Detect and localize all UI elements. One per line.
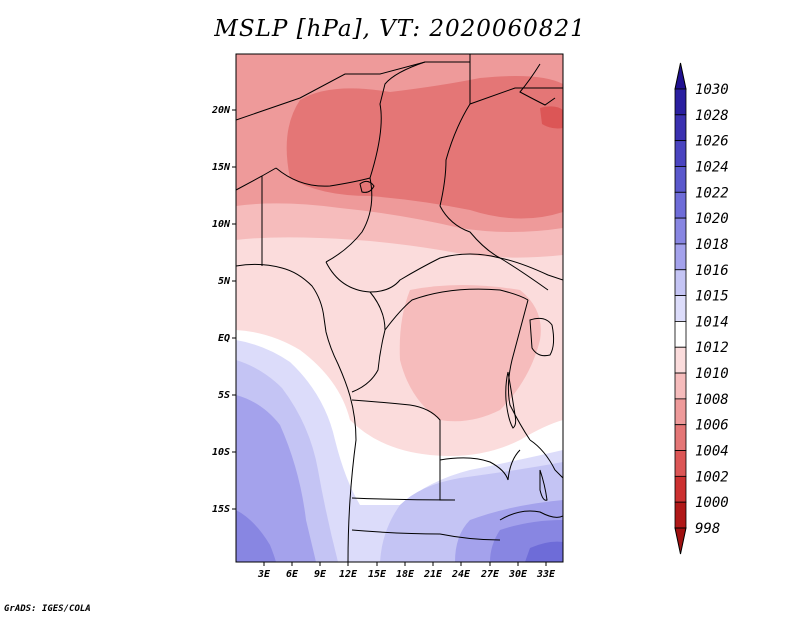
lon-tick: 33E: [536, 562, 556, 580]
lat-tick: 15N: [212, 162, 236, 173]
colorbar-segment: [674, 191, 687, 219]
colorbar-segment: [674, 243, 687, 271]
colorbar-segment: [674, 475, 687, 503]
colorbar-segment: [674, 372, 687, 400]
colorbar-label: 1020: [695, 211, 729, 227]
colorbar-segment: [674, 295, 687, 322]
colorbar-label: 998: [695, 521, 720, 537]
lon-tick: 12E: [339, 562, 358, 580]
chart-title: MSLP [hPa], VT: 2020060821: [214, 16, 586, 42]
colorbar-segment: [674, 424, 687, 451]
lat-tick: 5S: [218, 390, 236, 401]
colorbar-label: 1010: [695, 366, 729, 382]
colorbar-label: 1012: [695, 340, 729, 356]
colorbar-segment: [674, 346, 687, 374]
lat-label: 15N: [212, 162, 231, 173]
lat-tick: 5N: [218, 276, 236, 287]
lon-label: 24E: [451, 569, 471, 580]
lon-label: 3E: [257, 569, 271, 580]
lon-tick: 18E: [396, 562, 415, 580]
lat-label: 20N: [211, 105, 231, 116]
pressure-field: [236, 54, 563, 562]
colorbar-label: 1008: [695, 392, 729, 408]
colorbar-segment: [674, 398, 687, 426]
lat-tick: 20N: [211, 105, 236, 116]
lat-label: 10N: [212, 219, 231, 230]
lon-label: 30E: [508, 569, 528, 580]
lat-label: 10S: [212, 447, 230, 458]
colorbar-label: 1026: [695, 134, 729, 150]
lat-tick: 10S: [212, 447, 236, 458]
colorbar-label: 1024: [695, 159, 729, 175]
colorbar-label: 1022: [695, 185, 729, 201]
colorbar-segment: [674, 140, 687, 167]
lon-label: 9E: [314, 569, 327, 580]
lat-label: 5S: [218, 390, 230, 401]
colorbar-top-arrow: [674, 62, 687, 90]
colorbar-segment: [674, 450, 687, 477]
colorbar-label: 1028: [695, 108, 729, 124]
lon-label: 27E: [480, 569, 500, 580]
colorbar-segment: [674, 321, 687, 348]
longitude-axis: 3E 6E 9E 12E 15E 18E 21E 24E 27E 30E 33E: [257, 562, 556, 580]
country-borders: [236, 54, 563, 562]
lat-label: EQ: [218, 333, 230, 344]
lon-label: 12E: [339, 569, 358, 580]
lat-label: 15S: [212, 504, 230, 515]
credit-label: GrADS: IGES/COLA: [4, 604, 91, 614]
lat-tick: EQ: [218, 333, 236, 344]
lon-label: 33E: [536, 569, 556, 580]
colorbar-label: 1002: [695, 469, 729, 485]
lon-label: 15E: [368, 569, 387, 580]
colorbar-label: 1030: [695, 82, 729, 98]
latitude-axis: 20N 15N 10N 5N EQ 5S 10S 15S: [211, 105, 236, 515]
map-frame: [235, 53, 564, 563]
colorbar-label: 1016: [695, 263, 729, 279]
colorbar-label: 1000: [695, 495, 729, 511]
lon-tick: 21E: [423, 562, 443, 580]
colorbar-label: 1004: [695, 444, 729, 460]
lon-tick: 15E: [368, 562, 387, 580]
lon-tick: 3E: [257, 562, 271, 580]
lat-label: 5N: [218, 276, 231, 287]
colorbar-segment: [674, 88, 687, 116]
colorbar-label: 1018: [695, 237, 729, 253]
lon-label: 21E: [423, 569, 443, 580]
lat-tick: 10N: [212, 219, 236, 230]
colorbar-segment: [674, 501, 687, 529]
lon-tick: 6E: [286, 562, 299, 580]
lat-tick: 15S: [212, 504, 236, 515]
colorbar: 1030 1028 1026 1024 1022 1020 1018 1016 1015 1014…: [674, 62, 729, 555]
colorbar-label: 1014: [695, 314, 729, 330]
colorbar-segment: [674, 217, 687, 245]
lon-tick: 24E: [451, 562, 471, 580]
colorbar-segment: [674, 114, 687, 142]
lon-label: 18E: [396, 569, 415, 580]
lon-label: 6E: [286, 569, 299, 580]
colorbar-segment: [674, 166, 687, 193]
lon-tick: 9E: [314, 562, 327, 580]
lon-tick: 27E: [480, 562, 500, 580]
lon-tick: 30E: [508, 562, 528, 580]
colorbar-bottom-arrow: [674, 527, 687, 555]
colorbar-label: 1006: [695, 418, 729, 434]
colorbar-segment: [674, 269, 687, 296]
colorbar-label: 1015: [695, 289, 729, 305]
